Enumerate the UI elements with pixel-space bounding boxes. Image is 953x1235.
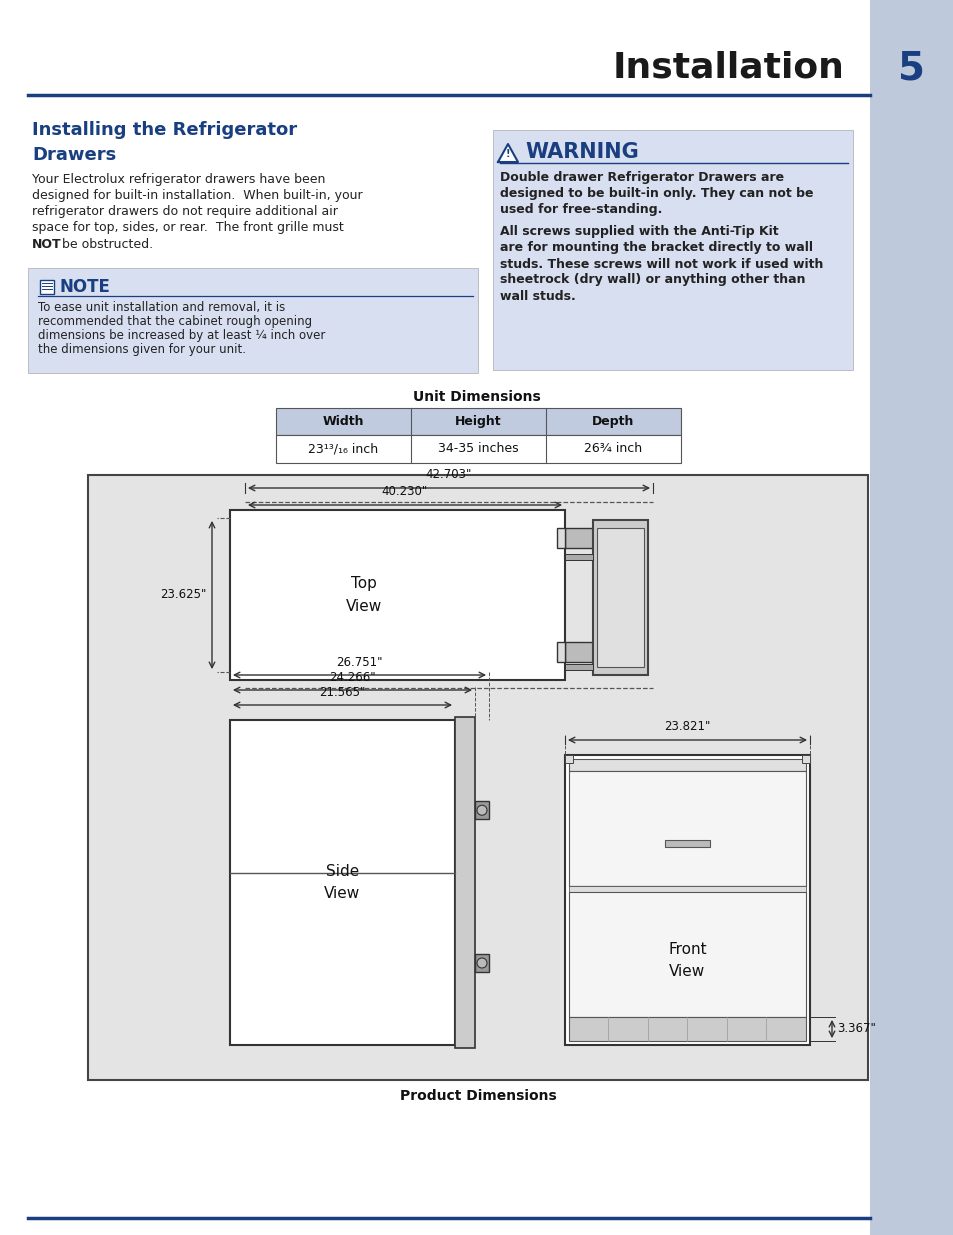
- Text: Front
View: Front View: [667, 942, 706, 979]
- Circle shape: [476, 958, 486, 968]
- Bar: [568, 885, 805, 892]
- Text: Drawers: Drawers: [32, 146, 116, 164]
- Bar: [568, 771, 805, 885]
- Bar: [275, 408, 680, 435]
- Text: designed to be built-in only. They can not be: designed to be built-in only. They can n…: [499, 186, 813, 200]
- Bar: [475, 802, 489, 819]
- Text: 42.703": 42.703": [425, 468, 472, 480]
- Bar: [28, 268, 477, 373]
- Polygon shape: [497, 144, 517, 162]
- Text: 26¾ inch: 26¾ inch: [584, 442, 642, 456]
- Bar: [564, 755, 573, 763]
- Text: 21.565": 21.565": [319, 685, 365, 699]
- Bar: [597, 529, 643, 667]
- Bar: [564, 529, 593, 548]
- Text: 23¹³/₁₆ inch: 23¹³/₁₆ inch: [308, 442, 378, 456]
- Text: are for mounting the bracket directly to wall: are for mounting the bracket directly to…: [499, 242, 812, 254]
- Text: !: !: [505, 149, 510, 159]
- Bar: [275, 435, 680, 463]
- Bar: [568, 760, 805, 771]
- Text: 26.751": 26.751": [335, 656, 382, 669]
- Text: studs. These screws will not work if used with: studs. These screws will not work if use…: [499, 258, 822, 270]
- Text: NOT: NOT: [32, 237, 62, 251]
- Text: Width: Width: [322, 415, 364, 429]
- Bar: [568, 1016, 805, 1041]
- Bar: [593, 520, 647, 676]
- Bar: [230, 720, 455, 1045]
- Text: dimensions be increased by at least ¼ inch over: dimensions be increased by at least ¼ in…: [38, 330, 325, 342]
- Bar: [564, 642, 593, 662]
- Text: Depth: Depth: [592, 415, 634, 429]
- Bar: [40, 280, 54, 294]
- Bar: [455, 718, 475, 1049]
- Text: 24.266": 24.266": [329, 671, 375, 684]
- Text: To ease unit installation and removal, it is: To ease unit installation and removal, i…: [38, 301, 285, 315]
- Bar: [568, 892, 805, 1016]
- Text: WARNING: WARNING: [524, 142, 639, 162]
- Text: sheetrock (dry wall) or anything other than: sheetrock (dry wall) or anything other t…: [499, 273, 804, 287]
- Text: Top
View: Top View: [346, 577, 382, 614]
- Text: Double drawer Refrigerator Drawers are: Double drawer Refrigerator Drawers are: [499, 170, 783, 184]
- Bar: [564, 555, 593, 559]
- Text: Side
View: Side View: [324, 864, 360, 902]
- Bar: [475, 953, 489, 972]
- Text: used for free-standing.: used for free-standing.: [499, 203, 661, 215]
- Text: All screws supplied with the Anti-Tip Kit: All screws supplied with the Anti-Tip Ki…: [499, 226, 778, 238]
- Text: Height: Height: [455, 415, 501, 429]
- Text: Unit Dimensions: Unit Dimensions: [413, 390, 540, 404]
- Bar: [664, 840, 709, 847]
- Text: wall studs.: wall studs.: [499, 289, 576, 303]
- Text: the dimensions given for your unit.: the dimensions given for your unit.: [38, 343, 246, 357]
- Text: 23.625": 23.625": [160, 589, 207, 601]
- Bar: [88, 475, 867, 1079]
- Text: Installing the Refrigerator: Installing the Refrigerator: [32, 121, 296, 140]
- Text: designed for built-in installation.  When built-in, your: designed for built-in installation. When…: [32, 189, 362, 203]
- Text: 5: 5: [898, 49, 924, 86]
- Text: space for top, sides, or rear.  The front grille must: space for top, sides, or rear. The front…: [32, 221, 343, 235]
- Text: 3.367": 3.367": [836, 1023, 875, 1035]
- Text: Your Electrolux refrigerator drawers have been: Your Electrolux refrigerator drawers hav…: [32, 173, 325, 186]
- Text: refrigerator drawers do not require additional air: refrigerator drawers do not require addi…: [32, 205, 337, 219]
- Bar: [557, 529, 564, 548]
- Bar: [869, 0, 953, 1235]
- Bar: [493, 130, 852, 370]
- Bar: [557, 642, 564, 662]
- Text: Product Dimensions: Product Dimensions: [399, 1089, 556, 1103]
- Text: 40.230": 40.230": [381, 485, 428, 498]
- Text: Installation: Installation: [613, 51, 844, 85]
- Bar: [230, 510, 564, 680]
- Bar: [801, 755, 809, 763]
- Bar: [564, 664, 593, 671]
- Text: 23.821": 23.821": [663, 720, 710, 734]
- Circle shape: [476, 805, 486, 815]
- Text: NOTE: NOTE: [60, 278, 111, 296]
- Text: be obstructed.: be obstructed.: [58, 237, 153, 251]
- Text: 34-35 inches: 34-35 inches: [437, 442, 518, 456]
- Text: recommended that the cabinet rough opening: recommended that the cabinet rough openi…: [38, 315, 312, 329]
- Bar: [564, 755, 809, 1045]
